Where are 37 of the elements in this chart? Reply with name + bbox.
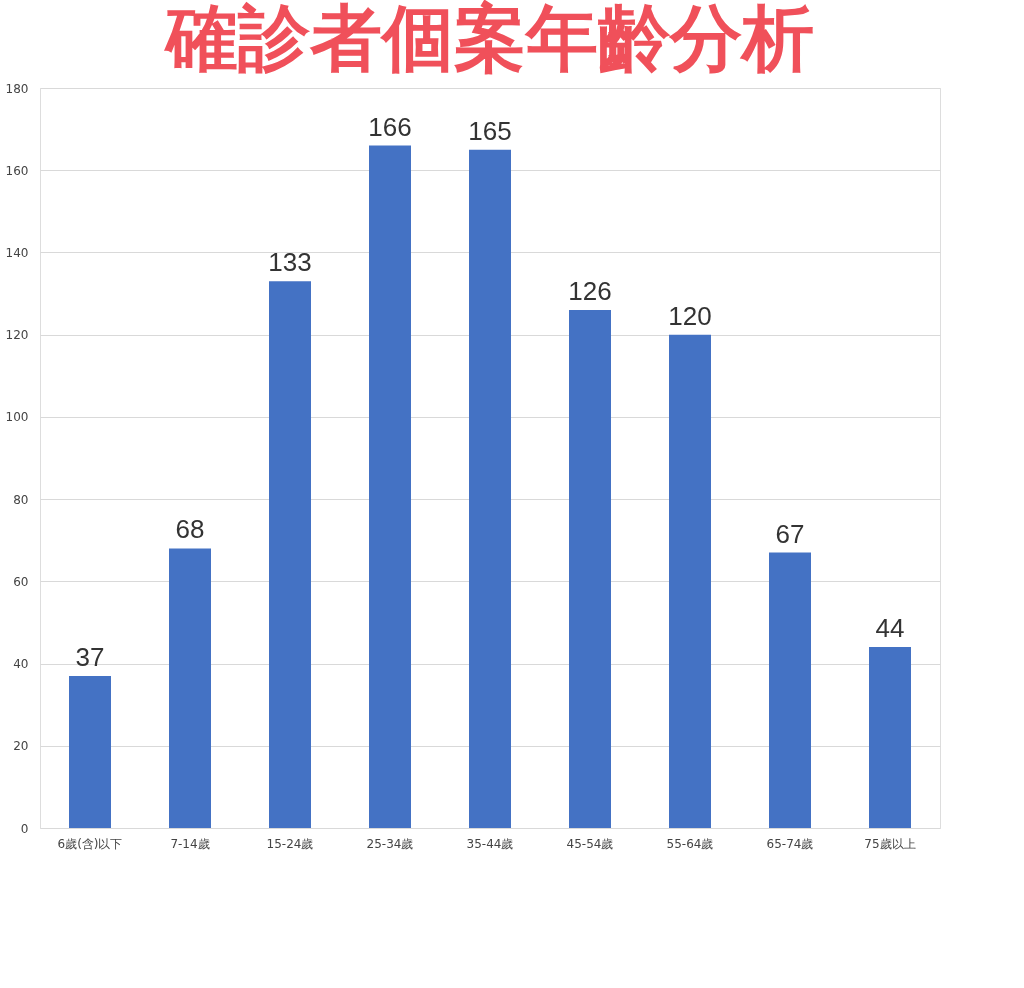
- y-tick-label: 120: [5, 328, 29, 343]
- bar: [569, 310, 611, 828]
- y-tick-label: 60: [13, 574, 29, 589]
- x-tick-label: 65-74歲: [766, 836, 814, 851]
- data-label: 133: [268, 247, 312, 278]
- x-tick-label: 15-24歲: [266, 836, 314, 851]
- y-tick-label: 100: [5, 410, 29, 425]
- data-label: 165: [468, 115, 512, 146]
- bar: [69, 675, 111, 828]
- y-tick-label: 180: [5, 81, 29, 96]
- data-label: 68: [175, 514, 205, 545]
- data-label: 166: [368, 111, 412, 142]
- x-tick-label: 75歲以上: [864, 836, 916, 851]
- y-tick-label: 0: [20, 821, 29, 836]
- x-tick-label: 7-14歲: [170, 836, 210, 851]
- y-tick-label: 140: [5, 245, 29, 260]
- x-tick-label: 6歲(含)以下: [57, 836, 123, 851]
- bar: [669, 334, 711, 828]
- bar: [269, 281, 311, 828]
- bar: [769, 552, 811, 828]
- x-tick-label: 55-64歲: [666, 836, 714, 851]
- bar: [869, 647, 911, 828]
- x-tick-label: 45-54歲: [566, 836, 614, 851]
- data-label: 37: [75, 641, 105, 672]
- bar: [369, 145, 411, 828]
- data-label: 44: [875, 613, 905, 644]
- x-tick-label: 25-34歲: [366, 836, 414, 851]
- data-label: 120: [668, 300, 712, 331]
- data-label: 126: [568, 276, 612, 306]
- data-label: 67: [775, 518, 805, 549]
- y-tick-label: 160: [5, 163, 29, 178]
- x-tick-label: 35-44歲: [466, 836, 514, 851]
- bar: [469, 149, 511, 828]
- y-tick-label: 80: [13, 492, 29, 507]
- bar: [169, 548, 211, 828]
- y-tick-label: 40: [13, 657, 29, 672]
- y-tick-label: 20: [13, 739, 29, 754]
